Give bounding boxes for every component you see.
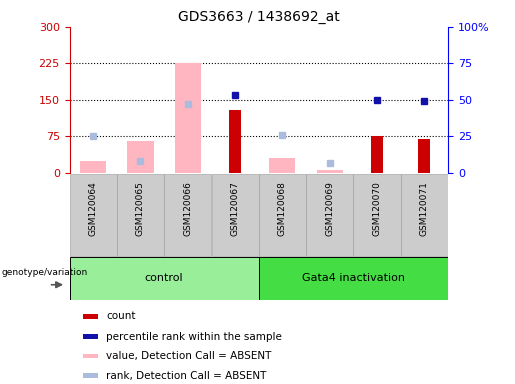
Text: value, Detection Call = ABSENT: value, Detection Call = ABSENT bbox=[107, 351, 272, 361]
Text: percentile rank within the sample: percentile rank within the sample bbox=[107, 332, 282, 342]
Bar bbox=[419, 139, 431, 173]
Bar bbox=[70, 174, 117, 257]
Title: GDS3663 / 1438692_at: GDS3663 / 1438692_at bbox=[178, 10, 340, 25]
Bar bbox=[353, 27, 401, 173]
Bar bbox=[128, 141, 153, 173]
Bar bbox=[401, 174, 448, 257]
Bar bbox=[83, 373, 97, 378]
Bar bbox=[83, 354, 97, 358]
Bar bbox=[80, 161, 106, 173]
Text: control: control bbox=[145, 273, 183, 283]
Bar bbox=[353, 174, 401, 257]
Bar bbox=[212, 27, 259, 173]
Text: GSM120066: GSM120066 bbox=[183, 181, 192, 236]
Bar bbox=[259, 257, 448, 300]
Bar bbox=[164, 174, 212, 257]
Text: GSM120068: GSM120068 bbox=[278, 181, 287, 236]
Text: GSM120067: GSM120067 bbox=[231, 181, 239, 236]
Bar bbox=[269, 158, 296, 173]
Bar bbox=[212, 174, 259, 257]
Bar bbox=[164, 27, 212, 173]
Bar bbox=[83, 334, 97, 339]
Text: GSM120070: GSM120070 bbox=[372, 181, 382, 236]
Text: GSM120071: GSM120071 bbox=[420, 181, 429, 236]
Bar bbox=[175, 63, 201, 173]
Text: rank, Detection Call = ABSENT: rank, Detection Call = ABSENT bbox=[107, 371, 267, 381]
Text: GSM120064: GSM120064 bbox=[89, 181, 98, 236]
Text: GSM120065: GSM120065 bbox=[136, 181, 145, 236]
Bar bbox=[401, 27, 448, 173]
Bar bbox=[70, 27, 117, 173]
Bar bbox=[70, 257, 259, 300]
Text: count: count bbox=[107, 311, 136, 321]
Bar bbox=[306, 174, 353, 257]
Bar bbox=[117, 174, 164, 257]
Text: GSM120069: GSM120069 bbox=[325, 181, 334, 236]
Bar bbox=[117, 27, 164, 173]
Bar bbox=[371, 136, 383, 173]
Bar bbox=[83, 314, 97, 319]
Bar bbox=[259, 27, 306, 173]
Bar bbox=[259, 174, 306, 257]
Bar bbox=[317, 170, 343, 173]
Text: genotype/variation: genotype/variation bbox=[2, 268, 88, 276]
Text: Gata4 inactivation: Gata4 inactivation bbox=[302, 273, 405, 283]
Bar bbox=[306, 27, 353, 173]
Bar bbox=[229, 109, 241, 173]
